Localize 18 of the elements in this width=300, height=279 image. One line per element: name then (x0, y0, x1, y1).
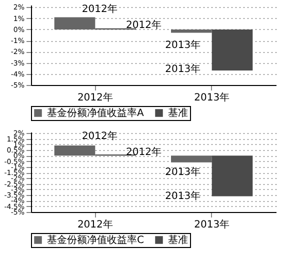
annotation: 2013年 (165, 63, 201, 75)
legend-label: 基准 (168, 107, 188, 119)
annotation: 2013年 (165, 39, 201, 51)
legend-label: 基准 (168, 234, 188, 246)
annotation: 2013年 (165, 190, 201, 202)
bar (212, 29, 253, 71)
legend-label: 基金份额净值收益率A (47, 107, 144, 119)
bar (171, 29, 212, 33)
annotation: 2012年 (126, 19, 162, 31)
bar (54, 17, 96, 30)
bar (212, 156, 253, 196)
annotation: 2012年 (126, 146, 162, 158)
annotation: 2012年 (82, 3, 118, 15)
annotation: 2013年 (165, 166, 201, 178)
bar (171, 156, 212, 162)
bar (54, 146, 96, 156)
legend-label: 基金份额净值收益率C (47, 234, 144, 246)
annotation: 2012年 (82, 130, 118, 142)
